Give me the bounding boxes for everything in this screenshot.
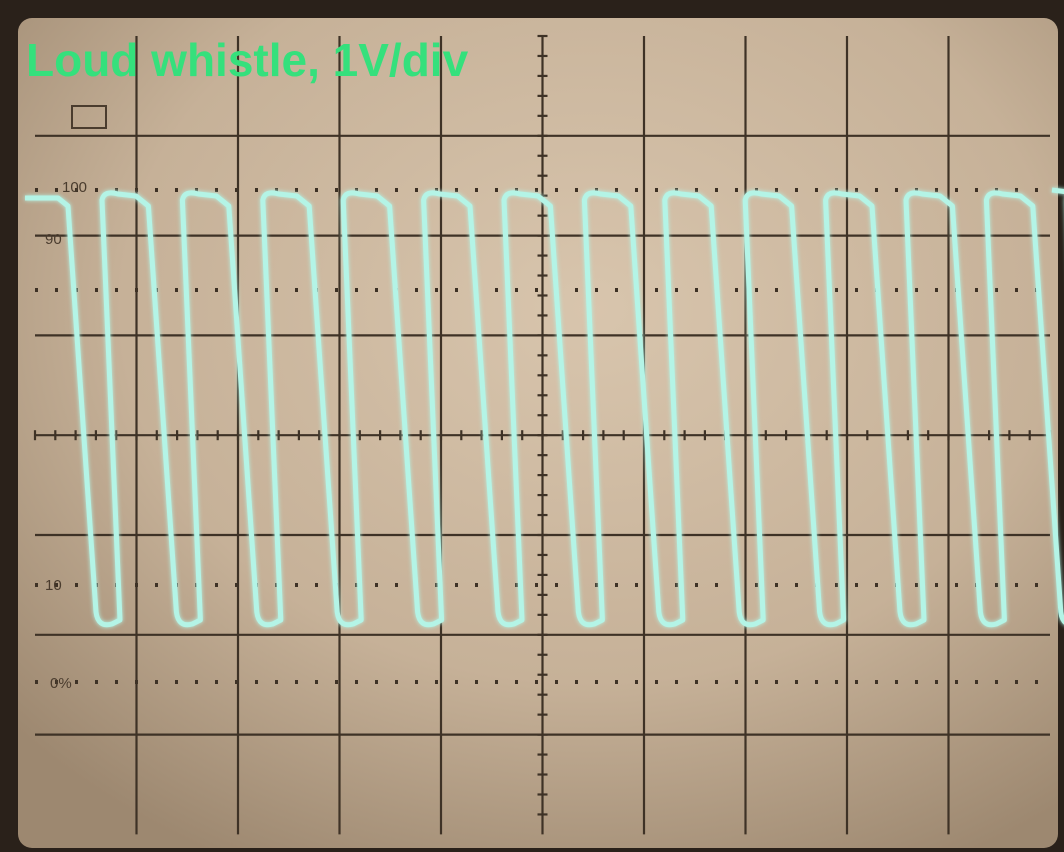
graticule-label: 10: [45, 577, 62, 594]
graticule-label: 100: [62, 179, 87, 196]
graticule-label: 90: [45, 231, 62, 248]
screen: [18, 18, 1058, 848]
title: Loud whistle, 1V/div: [26, 34, 469, 86]
graticule-label: 0%: [50, 675, 72, 692]
oscilloscope-photo: 100 90 10 0% Loud whistle, 1V/div: [0, 0, 1064, 852]
